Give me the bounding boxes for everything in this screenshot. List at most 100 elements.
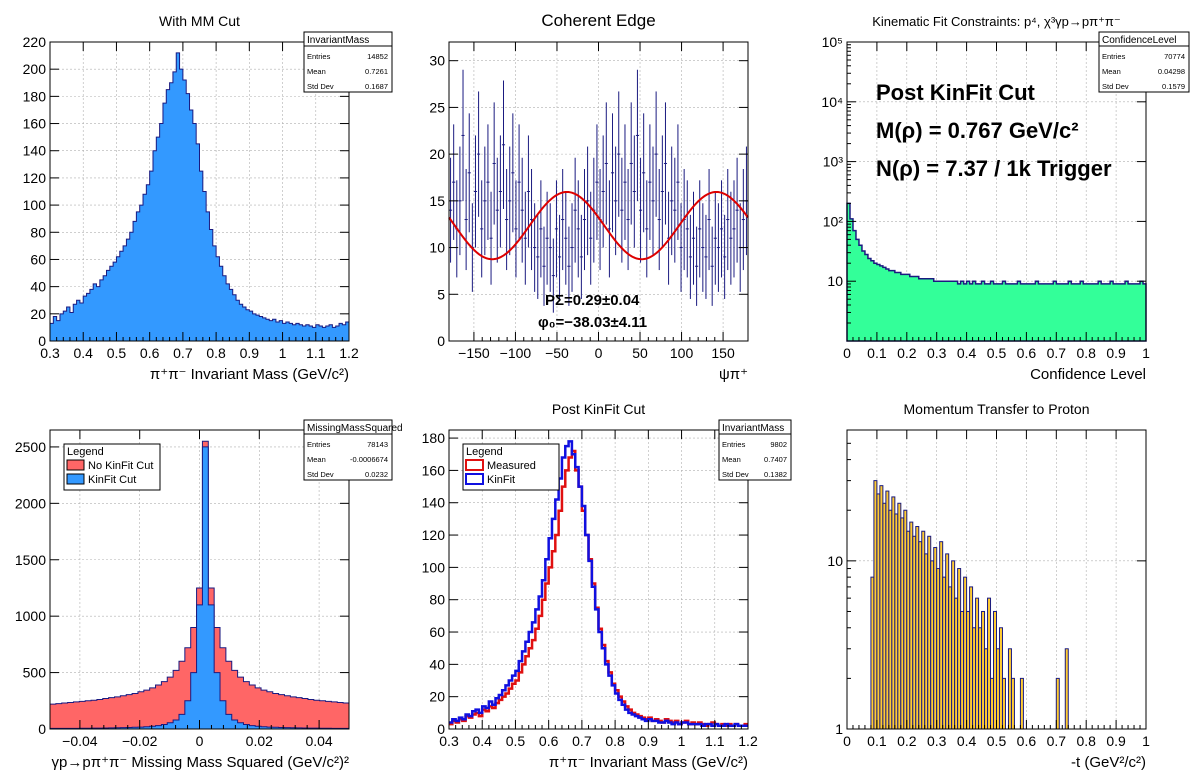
legend-title: Legend [466, 446, 503, 458]
x-tick-label: 100 [670, 345, 694, 361]
x-tick-label: 0.1 [867, 733, 887, 749]
x-tick-label: 0.4 [73, 345, 93, 361]
x-tick-label: 0.5 [987, 345, 1007, 361]
x-axis-label: γp→pπ⁺π⁻ Missing Mass Squared (GeV/c²)² [52, 754, 349, 771]
stats-row-label: Entries [307, 52, 331, 61]
x-tick-label: −0.04 [62, 733, 98, 749]
x-tick-label: 0.7 [1047, 733, 1067, 749]
histogram-bar [1019, 677, 1024, 730]
x-tick-label: 1 [678, 733, 686, 749]
y-tick-label: 0 [38, 721, 46, 737]
y-tick-label: 100 [23, 197, 47, 213]
legend-swatch [66, 473, 85, 485]
stats-row-value: 0.04298 [1158, 67, 1185, 76]
stats-row-label: Std Dev [307, 82, 334, 91]
legend-swatch [465, 459, 484, 471]
x-tick-label: 0.9 [1106, 345, 1126, 361]
stats-row-label: Entries [722, 440, 746, 449]
stats-box-frame [303, 31, 393, 93]
x-tick-label: 0.9 [1106, 733, 1126, 749]
stats-row-label: Mean [722, 455, 741, 464]
histogram-bar [1064, 648, 1069, 730]
stats-box: InvariantMass Entries 9802 Mean 0.7407 Std De… [718, 419, 792, 481]
stats-row-value: 0.1687 [365, 82, 388, 91]
stats-row-value: 0.0232 [365, 470, 388, 479]
pad-with-mm-cut: 0.3 0.4 0.5 0.6 0.7 0.8 0.9 1 1.1 1.2 0 20 40 60 80 100… [23, 13, 393, 383]
y-tick-label: 100 [422, 559, 446, 575]
y-tick-label: 120 [23, 170, 47, 186]
stats-row-value: 9802 [770, 440, 787, 449]
stats-box-frame [718, 419, 792, 481]
x-tick-label: 0.6 [140, 345, 160, 361]
plot-frame [49, 41, 350, 342]
pad-momentum-transfer: 0 0.1 0.2 0.3 0.4 0.5 0.6 0.7 0.8 0.9 1 1 10 Momentum… [827, 401, 1150, 771]
fit-curve [448, 190, 749, 261]
y-tick-label: 10² [823, 213, 844, 229]
y-tick-label: 80 [30, 224, 46, 240]
legend-entry: KinFit [487, 474, 515, 486]
y-tick-label: 200 [23, 61, 47, 77]
x-tick-label: −150 [458, 345, 490, 361]
x-tick-label: 0.6 [1017, 733, 1037, 749]
x-tick-label: 0.5 [506, 733, 526, 749]
stats-box: ConfidenceLevel Entries 70774 Mean 0.04298 St… [1098, 31, 1190, 93]
stats-row-label: Entries [1102, 52, 1126, 61]
y-tick-label: 0 [437, 333, 445, 349]
legend-entry: No KinFit Cut [88, 460, 153, 472]
stats-box: MissingMassSquared Entries 78143 Mean -0.000… [303, 419, 403, 481]
fit-annotation-phi0: φ₀=−38.03±4.11 [538, 314, 647, 331]
x-tick-label: 150 [711, 345, 735, 361]
x-tick-label: 0 [843, 345, 851, 361]
chart-title: With MM Cut [159, 13, 240, 29]
x-tick-label: 1 [279, 345, 287, 361]
x-tick-label: 0.6 [539, 733, 559, 749]
y-tick-label: 0 [437, 721, 445, 737]
stats-row-value: 0.1382 [764, 470, 787, 479]
y-tick-label: 2000 [15, 495, 46, 511]
y-tick-label: 120 [422, 527, 446, 543]
y-tick-label: 10 [827, 273, 843, 289]
y-tick-label: 15 [429, 193, 445, 209]
y-tick-label: 1 [835, 721, 843, 737]
x-tick-label: 0.8 [1076, 345, 1096, 361]
x-axis-label: π⁺π⁻ Invariant Mass (GeV/c²) [549, 754, 748, 771]
legend-swatch [465, 473, 484, 485]
y-tick-label: 160 [422, 462, 446, 478]
stats-box-title: InvariantMass [722, 423, 784, 434]
stats-row-label: Entries [307, 440, 331, 449]
stats-row-value: 14852 [367, 52, 388, 61]
x-tick-label: 0 [595, 345, 603, 361]
y-tick-label: 10 [827, 553, 843, 569]
x-axis-label: -t (GeV²/c²) [1071, 754, 1146, 771]
y-tick-label: 30 [429, 53, 445, 69]
x-tick-label: 0.6 [1017, 345, 1037, 361]
stats-row-value: 0.7407 [764, 455, 787, 464]
x-tick-label: 0.3 [927, 345, 947, 361]
x-tick-label: 0 [196, 733, 204, 749]
y-tick-label: 40 [30, 279, 46, 295]
legend-entry: Measured [487, 460, 536, 472]
x-tick-label: 1.2 [738, 733, 758, 749]
y-tick-label: 10³ [823, 154, 844, 170]
pad-confidence-level: 0 0.1 0.2 0.3 0.4 0.5 0.6 0.7 0.8 0.9 1 10 10² 10³ 10⁴… [821, 14, 1190, 383]
y-tick-label: 140 [422, 495, 446, 511]
x-tick-label: 1.1 [306, 345, 326, 361]
stats-box-frame [303, 419, 393, 481]
x-axis-label: π⁺π⁻ Invariant Mass (GeV/c²) [150, 366, 349, 383]
y-tick-label: 140 [23, 143, 47, 159]
pad-missing-mass: −0.04 −0.02 0 0.02 0.04 0 500 1000 1500 2000 2500 γ… [15, 419, 403, 771]
y-tick-label: 0 [38, 333, 46, 349]
x-tick-label: −100 [500, 345, 532, 361]
y-tick-label: 20 [429, 689, 445, 705]
chart-title: Momentum Transfer to Proton [904, 401, 1090, 417]
y-tick-label: 10 [429, 240, 445, 256]
x-tick-label: 0.04 [305, 733, 332, 749]
plot-frame [448, 429, 749, 730]
stats-row-value: 78143 [367, 440, 388, 449]
x-tick-label: 0.7 [572, 733, 592, 749]
y-tick-label: 1000 [15, 608, 46, 624]
legend-swatch [66, 459, 85, 471]
stats-box-frame [1098, 31, 1190, 93]
y-tick-label: 40 [429, 656, 445, 672]
